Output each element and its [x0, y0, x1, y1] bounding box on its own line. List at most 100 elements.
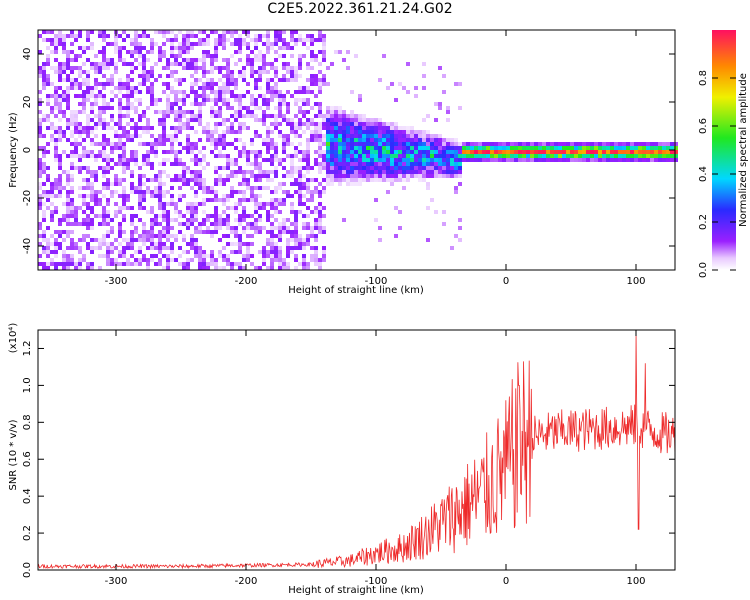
spectrogram-cell — [626, 158, 630, 162]
spectrogram-cell — [298, 186, 302, 190]
spectrogram-cell — [122, 130, 126, 134]
spectrogram-cell — [306, 166, 310, 170]
spectrogram-cell — [158, 134, 162, 138]
spectrogram-cell — [294, 78, 298, 82]
spectrogram-cell — [150, 246, 154, 250]
spectrogram-cell — [126, 86, 130, 90]
spectrogram-cell — [214, 266, 218, 270]
spectrogram-cell — [310, 178, 314, 182]
spectrogram-cell — [302, 166, 306, 170]
spectrogram-cell — [218, 114, 222, 118]
spectrogram-cell — [38, 102, 42, 106]
spectrogram-cell — [138, 142, 142, 146]
spectrogram-cell — [146, 210, 150, 214]
spectrogram-cell — [266, 86, 270, 90]
spectrogram-cell — [398, 138, 402, 142]
spectrogram-cell — [166, 174, 170, 178]
spectrogram-cell — [302, 258, 306, 262]
spectrogram-cell — [106, 230, 110, 234]
spectrogram-cell — [550, 142, 554, 146]
spectrogram-cell — [150, 234, 154, 238]
spectrogram-cell — [278, 258, 282, 262]
spectrogram-cell — [462, 142, 466, 146]
spectrogram-cell — [378, 226, 382, 230]
spectrogram-cell — [234, 110, 238, 114]
spectrogram-cell — [574, 150, 578, 154]
spectrogram-cell — [178, 50, 182, 54]
spectrogram-cell — [134, 34, 138, 38]
spectrogram-cell — [210, 90, 214, 94]
spectrogram-cell — [178, 262, 182, 266]
spectrogram-cell — [282, 174, 286, 178]
spectrogram-cell — [58, 178, 62, 182]
spectrogram-cell — [134, 46, 138, 50]
spectrogram-cell — [166, 114, 170, 118]
spectrogram-cell — [198, 94, 202, 98]
spectrogram-cell — [542, 142, 546, 146]
spectrogram-cell — [130, 230, 134, 234]
spectrogram-cell — [498, 142, 502, 146]
spectrogram-cell — [510, 150, 514, 154]
spectrogram-cell — [194, 34, 198, 38]
spectrogram-cell — [66, 118, 70, 122]
spectrogram-cell — [90, 222, 94, 226]
spectrogram-cell — [306, 154, 310, 158]
spectrogram-cell — [354, 126, 358, 130]
spectrogram-cell — [174, 134, 178, 138]
spectrogram-cell — [258, 194, 262, 198]
spectrogram-cell — [102, 66, 106, 70]
spectrogram-cell — [42, 230, 46, 234]
spectrogram-cell — [174, 34, 178, 38]
spectrogram-cell — [150, 210, 154, 214]
spectrogram-cell — [138, 234, 142, 238]
spectrogram-cell — [186, 118, 190, 122]
spectrogram-cell — [646, 146, 650, 150]
spectrogram-cell — [394, 122, 398, 126]
spectrogram-cell — [190, 142, 194, 146]
spectrogram-cell — [342, 134, 346, 138]
spectrogram-cell — [262, 142, 266, 146]
spectrogram-cell — [206, 218, 210, 222]
spectrogram-cell — [122, 190, 126, 194]
spectrogram-cell — [306, 170, 310, 174]
spectrogram-cell — [94, 70, 98, 74]
spectrogram-cell — [178, 42, 182, 46]
spectrogram-cell — [42, 154, 46, 158]
spectrogram-cell — [322, 126, 326, 130]
spectrogram-cell — [434, 166, 438, 170]
spectrogram-x-tick-label: -300 — [105, 276, 128, 287]
spectrogram-cell — [670, 142, 674, 146]
spectrogram-cell — [290, 246, 294, 250]
spectrogram-cell — [46, 198, 50, 202]
spectrogram-cell — [170, 146, 174, 150]
spectrogram-cell — [234, 230, 238, 234]
spectrogram-cell — [394, 134, 398, 138]
spectrogram-cell — [278, 90, 282, 94]
spectrogram-cell — [238, 34, 242, 38]
spectrogram-cell — [482, 142, 486, 146]
spectrogram-cell — [282, 78, 286, 82]
spectrogram-cell — [74, 150, 78, 154]
spectrogram-cell — [138, 198, 142, 202]
spectrogram-cell — [662, 154, 666, 158]
spectrogram-cell — [234, 218, 238, 222]
spectrogram-cell — [278, 106, 282, 110]
spectrogram-cell — [54, 266, 58, 270]
spectrogram-cell — [242, 206, 246, 210]
spectrogram-cell — [194, 214, 198, 218]
spectrogram-cell — [338, 50, 342, 54]
spectrogram-cell — [214, 94, 218, 98]
spectrogram-cell — [382, 158, 386, 162]
spectrogram-cell — [134, 162, 138, 166]
spectrogram-cell — [146, 258, 150, 262]
spectrogram-cell — [126, 158, 130, 162]
spectrogram-cell — [62, 134, 66, 138]
spectrogram-cell — [226, 38, 230, 42]
spectrogram-cell — [70, 50, 74, 54]
spectrogram-cell — [326, 82, 330, 86]
spectrogram-cell — [382, 154, 386, 158]
spectrogram-cell — [102, 54, 106, 58]
spectrogram-cell — [234, 130, 238, 134]
spectrogram-cell — [594, 142, 598, 146]
spectrogram-cell — [46, 242, 50, 246]
